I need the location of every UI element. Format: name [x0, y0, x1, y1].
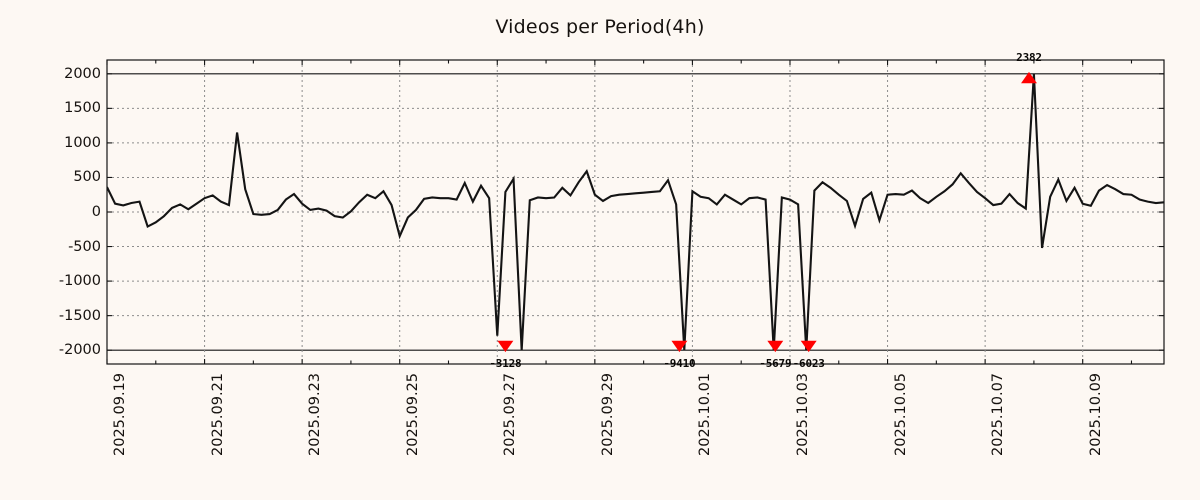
y-tick-label: -2000	[58, 342, 101, 359]
annotation-value-label: 2382	[1016, 50, 1042, 64]
y-tick-label: -500	[68, 238, 101, 255]
x-tick-label: 2025.09.25	[404, 372, 421, 456]
annotation-value-label: -6023	[792, 357, 825, 371]
y-tick-label: 500	[73, 169, 101, 186]
annotation-value-label: -3128	[489, 357, 522, 371]
y-tick-label: 1500	[64, 100, 101, 117]
y-axis-tick-labels: 2000 1500 1000 500 0 -500 -1000 -1500 -2000	[0, 0, 101, 500]
x-tick-label: 2025.10.07	[990, 372, 1007, 456]
annotation-marker-down-icon	[671, 340, 688, 353]
y-tick-label: 1000	[64, 134, 101, 151]
x-tick-label: 2025.10.05	[892, 372, 909, 456]
annotation-marker-down-icon	[497, 340, 514, 353]
annotation-marker-up-icon	[1021, 71, 1037, 84]
annotation-marker-down-icon	[767, 340, 784, 353]
x-tick-label: 2025.09.23	[307, 372, 324, 456]
x-tick-label: 2025.10.01	[697, 372, 714, 456]
chart-title: Videos per Period(4h)	[495, 16, 705, 38]
y-tick-label: -1000	[58, 273, 101, 290]
y-tick-label: -1500	[58, 307, 101, 324]
x-tick-label: 2025.09.19	[112, 372, 128, 456]
x-tick-label: 2025.09.27	[502, 372, 519, 456]
data-line-videos-per-period	[107, 73, 1164, 351]
x-tick-label: 2025.09.21	[209, 372, 226, 456]
x-tick-label: 2025.10.03	[794, 372, 811, 456]
annotation-marker-down-icon	[800, 340, 817, 353]
y-tick-label: 2000	[64, 65, 101, 82]
annotation-value-label: -9410	[663, 357, 696, 371]
x-tick-label: 2025.09.29	[599, 372, 616, 456]
y-tick-label: 0	[91, 204, 101, 220]
annotation-value-label: -5679	[759, 357, 792, 371]
x-tick-label: 2025.10.09	[1087, 372, 1104, 456]
